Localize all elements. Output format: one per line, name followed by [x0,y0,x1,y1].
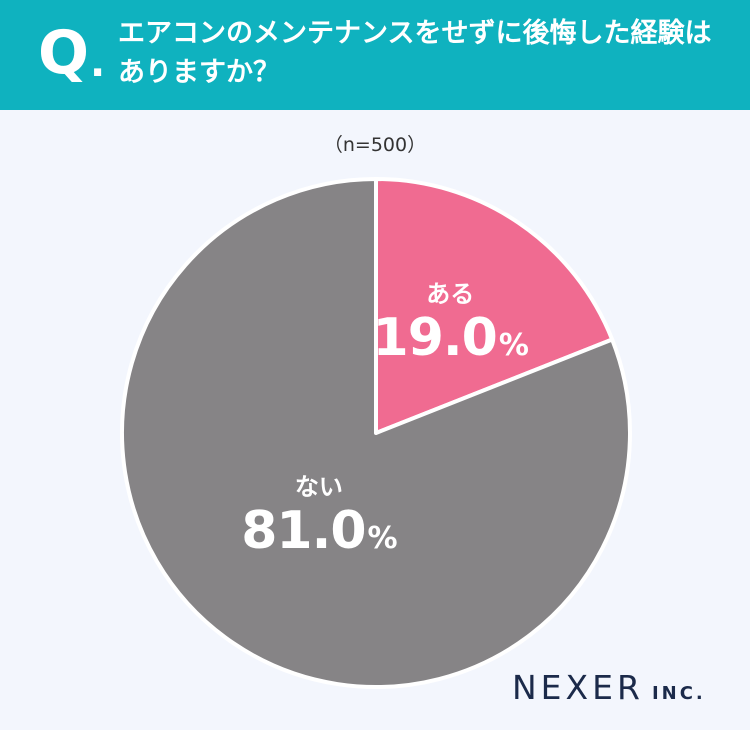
brand-name: NEXER [512,668,644,707]
slice-name-1: ある [426,279,475,308]
pie-slice-1 [374,177,615,435]
sample-size: （n=500） [323,134,427,156]
pie-slice-2 [120,177,632,689]
slice-label-1: ある 19.0% [340,279,560,375]
brand-suffix: INC. [651,683,706,704]
slice-number-2: 81.0 [241,501,366,562]
slice-number-1: 19.0 [372,307,498,368]
q-mark: Q [38,18,90,88]
question-text: エアコンのメンテナンスをせずに後悔した経験はありますか？ [118,18,712,88]
slice-unit-2: % [367,521,398,557]
brand-logo: NEXER INC. [512,668,706,707]
slice-label-2: ない 81.0% [209,472,429,568]
slice-value-1: 19.0% [340,309,560,375]
question-header: Q . エアコンのメンテナンスをせずに後悔した経験はありますか？ [0,0,750,110]
slice-value-2: 81.0% [209,502,429,568]
q-dot: . [90,40,106,86]
slice-unit-1: % [498,327,529,363]
slice-name-2: ない [294,473,343,502]
